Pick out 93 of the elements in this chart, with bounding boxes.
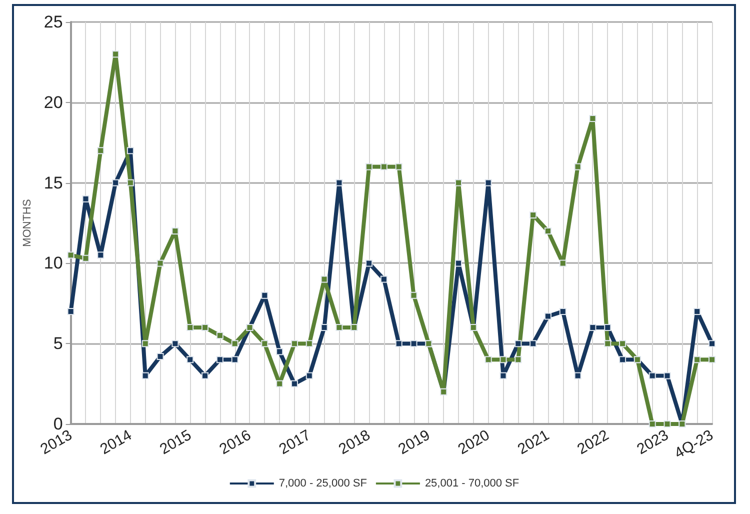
point <box>455 260 462 267</box>
point <box>500 356 507 364</box>
point <box>216 332 224 340</box>
point <box>380 163 388 170</box>
point <box>276 348 284 356</box>
point <box>604 340 612 348</box>
point <box>172 228 179 235</box>
point <box>202 372 209 380</box>
point <box>500 372 507 380</box>
point <box>484 356 492 364</box>
point <box>708 340 716 348</box>
point <box>589 324 596 332</box>
point <box>97 147 104 154</box>
point <box>559 308 566 315</box>
x-tick-label: 2018 <box>336 426 374 458</box>
point <box>619 356 626 364</box>
point <box>97 252 104 259</box>
point <box>544 228 552 235</box>
point <box>82 195 90 202</box>
point <box>559 260 566 267</box>
x-tick-label: 2016 <box>216 426 254 458</box>
x-tick-label: 2015 <box>156 426 194 458</box>
y-tick-label: 25 <box>44 12 63 32</box>
point <box>261 340 268 348</box>
point <box>306 372 313 380</box>
point <box>514 340 522 348</box>
point <box>530 211 537 218</box>
point <box>142 340 149 348</box>
point <box>112 179 120 186</box>
x-tick-label: 2014 <box>97 426 135 458</box>
x-tick-label: 2023 <box>634 426 672 458</box>
point <box>172 340 179 348</box>
point <box>306 340 313 348</box>
point <box>648 420 656 428</box>
point <box>112 50 120 58</box>
point <box>231 340 238 348</box>
point <box>530 340 537 348</box>
point <box>574 163 582 170</box>
point <box>694 308 701 315</box>
point <box>589 114 596 122</box>
point <box>648 372 656 380</box>
point <box>664 372 671 380</box>
point <box>395 163 402 170</box>
point <box>514 356 522 364</box>
point <box>126 147 134 154</box>
x-tick-label: 2021 <box>514 426 552 458</box>
legend-label: 25,001 - 70,000 SF <box>424 478 520 490</box>
y-tick-label: 5 <box>53 334 63 354</box>
point <box>664 420 671 428</box>
point <box>604 324 612 332</box>
point <box>320 324 328 332</box>
x-tick-label: 2020 <box>455 426 493 458</box>
point <box>366 163 373 170</box>
point <box>186 324 194 332</box>
point <box>126 179 134 186</box>
point <box>67 308 74 315</box>
point <box>320 276 328 283</box>
point <box>67 252 74 259</box>
y-tick-label: 10 <box>44 254 63 273</box>
point <box>156 260 164 267</box>
point <box>276 380 284 388</box>
y-axis-title: MONTHS <box>22 199 34 247</box>
point <box>290 340 298 348</box>
y-tick-label: 20 <box>44 92 63 112</box>
y-tick-label: 15 <box>44 173 63 192</box>
point <box>82 254 90 262</box>
x-tick-label: 2017 <box>276 426 314 458</box>
point <box>231 356 238 364</box>
point <box>410 340 418 348</box>
point <box>366 260 373 267</box>
point <box>216 356 224 364</box>
point <box>336 179 343 186</box>
legend-label: 7,000 - 25,000 SF <box>278 478 368 490</box>
point <box>544 312 552 320</box>
point <box>574 372 582 380</box>
point <box>410 292 418 299</box>
point <box>380 276 388 283</box>
x-tick-label: 2022 <box>574 426 612 458</box>
point <box>142 372 149 380</box>
point <box>261 292 268 299</box>
point <box>202 324 209 332</box>
point <box>290 380 298 388</box>
point <box>336 324 343 332</box>
point <box>455 179 462 186</box>
point <box>619 340 626 348</box>
point <box>395 340 402 348</box>
point <box>708 356 716 364</box>
y-tick-label: 0 <box>53 414 63 434</box>
point <box>484 179 492 186</box>
point <box>156 352 164 360</box>
point <box>186 356 194 364</box>
x-tick-label: 2019 <box>396 426 433 458</box>
point <box>694 356 701 364</box>
